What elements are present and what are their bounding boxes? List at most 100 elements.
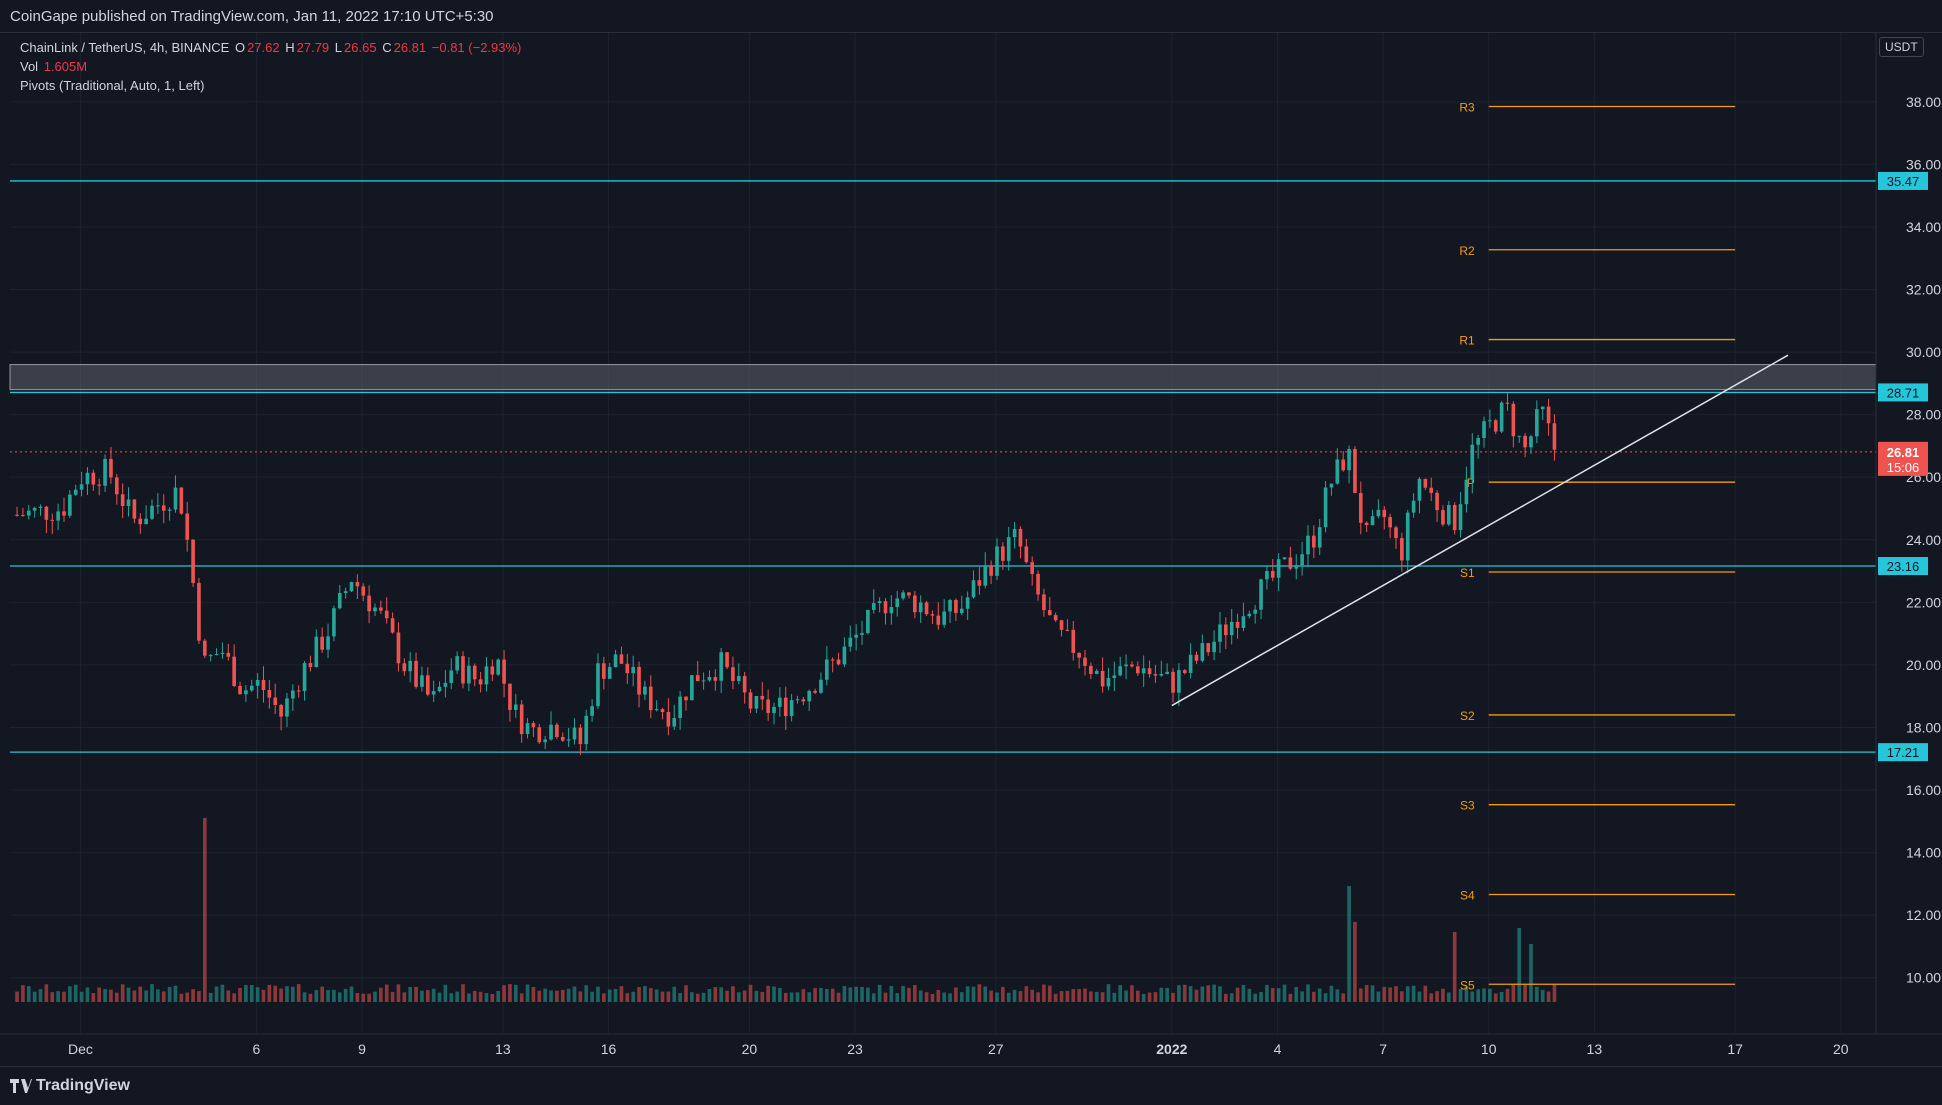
low-value: 26.65 <box>344 40 377 55</box>
pivot-levels: R3 R2 R1 P S1 S2 S3 S4 S5 <box>1459 101 1736 992</box>
volume-bar <box>1018 991 1023 1002</box>
last-price-label: 26.81 <box>1887 445 1920 460</box>
volume-bar <box>367 993 371 1002</box>
volume-bar <box>1147 992 1152 1002</box>
candle-body <box>508 683 512 710</box>
candle-body <box>62 511 66 516</box>
volume-bar <box>1441 988 1445 1002</box>
candle-body <box>1517 435 1522 437</box>
candle-body <box>320 636 324 650</box>
candle-body <box>1182 670 1187 674</box>
volume-bar <box>1552 984 1557 1002</box>
volume-bar <box>772 986 776 1002</box>
volume-bar <box>1288 993 1293 1002</box>
candle-body <box>390 618 395 633</box>
candle-body <box>56 511 60 521</box>
currency-button[interactable]: USDT <box>1879 37 1924 57</box>
pivots-indicator-label[interactable]: Pivots (Traditional, Auto, 1, Left) <box>20 78 205 93</box>
candle-body <box>725 652 729 668</box>
candle-body <box>191 539 195 583</box>
volume-bar <box>1394 986 1398 1002</box>
volume-bar <box>144 990 148 1002</box>
volume-bar <box>490 993 495 1002</box>
volume-bar <box>1499 991 1504 1002</box>
candle-body <box>1089 665 1093 674</box>
volume-bar <box>296 984 301 1002</box>
candle-body <box>1505 402 1510 404</box>
candle-body <box>684 696 688 701</box>
candle-body <box>1212 641 1216 653</box>
candle-body <box>643 686 647 695</box>
level-value-label: 28.71 <box>1887 385 1920 400</box>
price-chart[interactable]: R3 R2 R1 P S1 S2 S3 S4 S5 10.00 12.00 14.00 16.00 18… <box>0 33 1942 1065</box>
candle-body <box>478 679 483 685</box>
tradingview-logo[interactable]: TradingView <box>10 1077 130 1095</box>
volume-bar <box>261 989 266 1002</box>
volume-bar <box>420 990 424 1002</box>
candle-body <box>578 727 583 745</box>
volume-bar <box>273 985 278 1002</box>
volume-bar <box>913 984 917 1002</box>
volume-bar <box>1276 988 1281 1002</box>
candle-body <box>813 690 817 693</box>
candle-body <box>913 595 917 613</box>
candle-body <box>214 654 219 656</box>
volume-bar <box>848 987 853 1002</box>
candle-body <box>690 675 694 701</box>
candle-body <box>1400 538 1404 561</box>
volume-bar <box>1417 991 1422 1002</box>
candle-body <box>138 518 143 525</box>
candle-body <box>38 506 43 508</box>
volume-bar <box>232 993 236 1002</box>
candle-body <box>437 686 442 692</box>
volume-bar <box>1482 988 1486 1002</box>
candle-body <box>584 715 589 745</box>
volume-value: 1.605M <box>43 59 88 74</box>
pivot-label: R1 <box>1459 334 1475 348</box>
volume-bar <box>883 992 888 1002</box>
resistance-zone <box>9 364 1877 391</box>
volume-bar <box>854 986 858 1002</box>
candle-body <box>349 582 354 592</box>
publisher-text: CoinGape published on TradingView.com, J… <box>10 8 494 25</box>
candle-body <box>901 592 905 599</box>
volume-bar <box>736 992 741 1002</box>
chart-legend: ChainLink / TetherUS, 4h, BINANCE O 27.62… <box>20 38 523 95</box>
candle-body <box>596 663 600 707</box>
candle-body <box>1370 516 1375 526</box>
volume-bar <box>1159 987 1164 1002</box>
candle-body <box>672 718 677 727</box>
candle-body <box>337 593 342 609</box>
volume-bar <box>44 984 49 1002</box>
candle-body <box>1476 437 1480 445</box>
volume-bar <box>138 986 143 1002</box>
candle-body <box>1394 527 1398 539</box>
trendline[interactable] <box>1171 354 1789 707</box>
candle-body <box>467 665 471 684</box>
volume-bar <box>824 988 829 1002</box>
volume-bar <box>543 988 547 1002</box>
candle-body <box>1329 483 1334 488</box>
time-tick-label: 23 <box>847 1041 863 1057</box>
volume-bar <box>901 985 905 1002</box>
candle-body <box>1188 654 1193 674</box>
candle-body <box>1206 643 1211 653</box>
level-value-badge <box>1878 171 1928 190</box>
level-value-label: 23.16 <box>1887 559 1920 574</box>
volume-bar <box>455 991 459 1002</box>
volume-bar <box>1282 984 1287 1002</box>
volume-bar <box>431 988 436 1002</box>
brand-name: TradingView <box>36 1077 130 1094</box>
candle-body <box>449 670 454 683</box>
volume-bar <box>1083 988 1087 1002</box>
candle-body <box>97 484 102 486</box>
volume-bar <box>1493 993 1498 1002</box>
candle-body <box>1358 492 1363 523</box>
volume-bar <box>572 986 577 1002</box>
candle-body <box>1229 621 1234 636</box>
volume-bar <box>1300 991 1304 1002</box>
volume-bar <box>690 992 694 1002</box>
volume-bar <box>1476 989 1480 1002</box>
time-tick-label: 16 <box>601 1041 617 1057</box>
volume-bar <box>1411 985 1416 1002</box>
